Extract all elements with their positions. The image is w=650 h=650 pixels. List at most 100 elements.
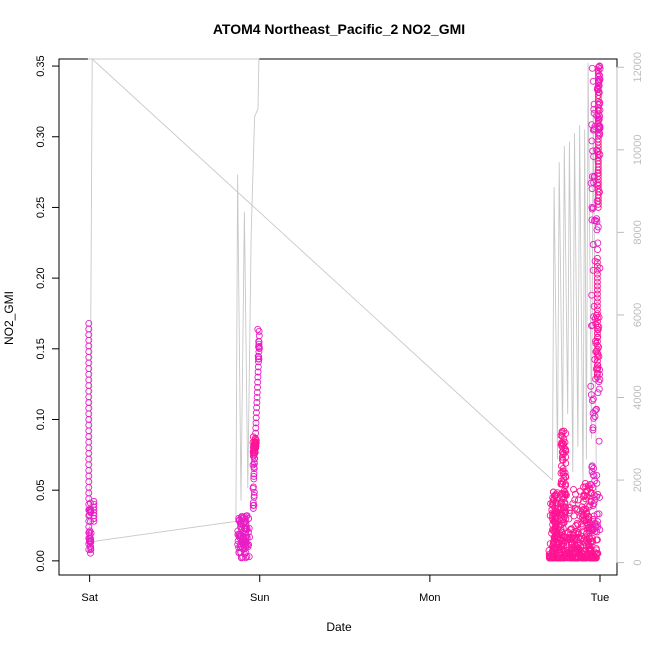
data-point <box>235 533 243 541</box>
data-point <box>255 327 263 335</box>
data-point <box>587 382 595 390</box>
data-point <box>573 506 581 514</box>
data-point <box>589 395 597 403</box>
data-point <box>87 538 95 546</box>
data-point <box>85 393 93 401</box>
data-point <box>588 291 596 299</box>
data-point <box>593 266 601 274</box>
data-point <box>593 254 601 262</box>
data-point <box>593 286 601 294</box>
data-point <box>595 378 603 386</box>
data-point <box>255 332 263 340</box>
y2-tick-label: 8000 <box>632 220 644 244</box>
data-point <box>567 538 575 546</box>
chart-title: ATOM4 Northeast_Pacific_2 NO2_GMI <box>213 21 465 37</box>
data-point <box>255 348 263 356</box>
data-point <box>588 527 596 535</box>
data-point <box>594 389 602 397</box>
data-point <box>85 489 93 497</box>
data-point <box>237 532 245 540</box>
y-tick-label: 0.35 <box>35 55 47 76</box>
data-point <box>594 246 602 254</box>
data-point <box>250 493 258 501</box>
data-point <box>250 488 258 496</box>
data-point <box>572 550 580 557</box>
data-point <box>578 503 586 511</box>
x-tick-label: Sat <box>81 592 98 604</box>
data-point <box>558 439 566 447</box>
data-point <box>595 353 603 360</box>
data-point <box>546 554 553 562</box>
data-point <box>593 341 601 349</box>
data-point <box>587 179 595 187</box>
y-tick-label: 0.15 <box>35 338 47 359</box>
data-point <box>90 500 98 508</box>
data-point <box>85 427 93 435</box>
y-axis-label: NO2_GMI <box>2 291 16 345</box>
data-point <box>85 444 93 452</box>
data-point <box>558 428 566 435</box>
data-point <box>593 345 601 353</box>
data-point <box>557 480 565 488</box>
data-point <box>595 437 603 445</box>
data-point <box>85 399 93 406</box>
data-point <box>85 449 93 457</box>
data-point <box>249 501 257 509</box>
data-point <box>552 519 559 527</box>
data-point <box>255 358 262 366</box>
data-point <box>574 521 582 529</box>
data-point <box>593 278 601 286</box>
data-point <box>255 340 263 348</box>
data-point <box>593 270 601 278</box>
data-point <box>589 321 597 329</box>
data-point <box>551 515 559 522</box>
data-point <box>593 365 601 373</box>
data-point <box>593 298 601 306</box>
data-point <box>250 465 258 473</box>
data-point <box>596 129 604 137</box>
y-tick-label: 0.05 <box>35 479 47 500</box>
data-point <box>237 548 245 556</box>
data-point <box>562 459 570 467</box>
y2-tick-label: 2000 <box>632 468 644 492</box>
data-point <box>593 361 601 369</box>
data-point <box>254 363 262 371</box>
data-point <box>588 397 596 405</box>
data-point <box>590 552 598 560</box>
data-point <box>596 71 604 79</box>
data-point <box>85 387 93 395</box>
data-point <box>595 75 603 83</box>
data-point <box>562 446 569 454</box>
data-point <box>550 495 558 503</box>
data-point <box>595 115 603 123</box>
data-point <box>590 414 598 422</box>
data-point <box>588 137 596 145</box>
data-point <box>234 537 242 545</box>
data-point <box>250 491 258 499</box>
data-point <box>558 453 566 461</box>
data-point <box>553 528 561 535</box>
data-point <box>572 490 579 498</box>
data-point <box>249 504 257 512</box>
data-point <box>85 416 93 423</box>
data-point <box>587 497 595 505</box>
data-point <box>572 542 580 550</box>
data-point <box>593 318 601 326</box>
x-tick-label: Tue <box>591 592 610 604</box>
data-point <box>595 89 603 96</box>
data-point <box>594 223 602 231</box>
data-point <box>593 373 601 381</box>
data-point <box>549 526 557 534</box>
data-point <box>570 512 578 520</box>
data-point <box>585 516 593 524</box>
data-point <box>561 438 569 446</box>
data-point <box>575 496 582 504</box>
data-point <box>253 404 261 412</box>
data-point <box>254 373 262 381</box>
data-point <box>593 262 601 270</box>
data-point <box>85 455 93 463</box>
data-point <box>585 503 593 511</box>
data-point <box>85 410 93 418</box>
